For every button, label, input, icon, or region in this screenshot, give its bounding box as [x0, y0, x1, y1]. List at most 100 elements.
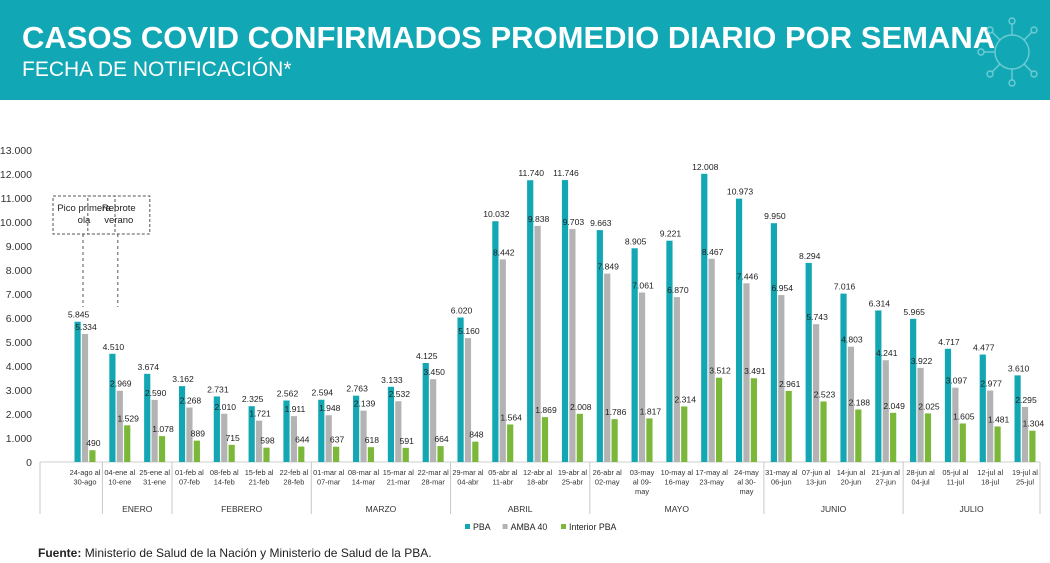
x-tick-label: 23-may [699, 478, 724, 487]
month-label: MAYO [665, 504, 690, 514]
data-label: 6.314 [869, 298, 891, 308]
y-tick-label: 11.000 [1, 193, 32, 205]
data-label: 2.008 [570, 402, 592, 412]
bar-amba40 [673, 297, 680, 462]
data-label: 591 [400, 436, 415, 446]
month-label: JUNIO [821, 504, 847, 514]
x-tick-label: 11-abr [492, 478, 513, 487]
data-label: 2.325 [242, 394, 264, 404]
x-tick-label: 21-jun al [872, 468, 901, 477]
bar-interior-pba [298, 446, 305, 462]
data-label: 2.295 [1015, 395, 1037, 405]
data-label: 3.162 [172, 374, 194, 384]
chart-title: CASOS COVID CONFIRMADOS PROMEDIO DIARIO … [22, 20, 996, 55]
data-label: 2.961 [779, 379, 801, 389]
data-label: 4.477 [973, 343, 995, 353]
x-tick-label: 12-abr al [523, 468, 553, 477]
bar-pba [735, 198, 743, 462]
bar-interior-pba [437, 446, 444, 462]
data-label: 2.562 [277, 389, 299, 399]
bar-pba [527, 180, 534, 463]
x-tick-label: 04-ene al [104, 468, 135, 477]
data-label: 1.817 [640, 406, 662, 416]
bar-pba [318, 399, 325, 462]
data-label: 2.532 [389, 389, 411, 399]
x-tick-label: al 09- [633, 478, 652, 487]
bar-pba [666, 240, 673, 462]
bar-interior-pba [646, 418, 653, 462]
data-label: 3.674 [137, 362, 159, 372]
data-label: 598 [260, 436, 275, 446]
bar-amba40 [255, 420, 263, 462]
x-tick-label: 07-jun al [802, 468, 831, 477]
data-label: 637 [330, 435, 345, 445]
x-tick-label: 05-jul al [942, 468, 968, 477]
bar-amba40 [186, 407, 193, 462]
data-label: 1.869 [535, 405, 557, 415]
data-label: 1.605 [953, 411, 975, 421]
data-label: 2.188 [849, 397, 871, 407]
x-tick-label: 24-may [734, 468, 759, 477]
bar-interior-pba [472, 441, 479, 462]
bar-interior-pba [541, 417, 549, 462]
data-label: 9.838 [528, 214, 550, 224]
bar-amba40 [708, 258, 715, 462]
legend-label: PBA [473, 522, 491, 532]
data-label: 2.025 [918, 401, 940, 411]
bar-pba [283, 400, 290, 462]
x-tick-label: 22-feb al [280, 468, 309, 477]
month-label: MARZO [366, 504, 397, 514]
bar-interior-pba [193, 440, 200, 462]
bar-amba40 [534, 225, 541, 462]
data-label: 2.523 [814, 389, 836, 399]
bar-pba [561, 180, 569, 462]
data-label: 7.849 [597, 262, 619, 272]
x-tick-label: 28-jun al [906, 468, 935, 477]
x-tick-label: 14-feb [214, 478, 235, 487]
data-label: 6.870 [667, 285, 689, 295]
bar-amba40 [81, 333, 89, 462]
data-label: 5.965 [903, 307, 925, 317]
y-tick-label: 1.000 [6, 433, 32, 445]
x-tick-label: may [635, 487, 649, 496]
bar-interior-pba [994, 426, 1001, 462]
x-tick-label: 20-jun [841, 478, 862, 487]
bar-pba [387, 386, 395, 462]
x-tick-label: 05-abr al [488, 468, 518, 477]
x-tick-label: 15-feb al [245, 468, 274, 477]
x-tick-label: 25-abr [562, 478, 584, 487]
bar-interior-pba [228, 444, 235, 462]
bar-pba [910, 318, 917, 462]
data-label: 8.905 [625, 236, 647, 246]
data-label: 4.510 [103, 342, 125, 352]
bar-amba40 [917, 367, 924, 462]
data-label: 3.512 [709, 366, 731, 376]
bar-interior-pba [263, 447, 270, 462]
data-label: 3.491 [744, 366, 766, 376]
data-label: 644 [295, 435, 310, 445]
data-label: 3.610 [1008, 363, 1030, 373]
annotation-text: Rebrote [102, 203, 136, 214]
data-label: 7.061 [632, 281, 654, 291]
bar-interior-pba [750, 378, 757, 462]
data-label: 2.763 [346, 384, 368, 394]
data-label: 1.721 [249, 409, 271, 419]
legend-label: AMBA 40 [511, 522, 548, 532]
bar-interior-pba [158, 436, 166, 462]
data-label: 4.125 [416, 351, 438, 361]
bar-interior-pba [576, 413, 583, 462]
bar-amba40 [604, 273, 611, 462]
x-tick-label: 07-feb [179, 478, 200, 487]
data-label: 2.139 [354, 399, 376, 409]
data-label: 2.049 [883, 401, 905, 411]
y-tick-label: 9.000 [6, 241, 32, 253]
data-label: 5.845 [68, 310, 90, 320]
y-tick-label: 6.000 [6, 313, 32, 325]
data-label: 11.746 [553, 168, 579, 178]
data-label: 9.703 [563, 217, 585, 227]
y-tick-label: 4.000 [6, 361, 32, 373]
x-tick-label: 28-feb [283, 478, 304, 487]
x-tick-label: 19-abr al [558, 468, 588, 477]
bar-pba [213, 396, 220, 462]
month-label: ENERO [122, 504, 153, 514]
